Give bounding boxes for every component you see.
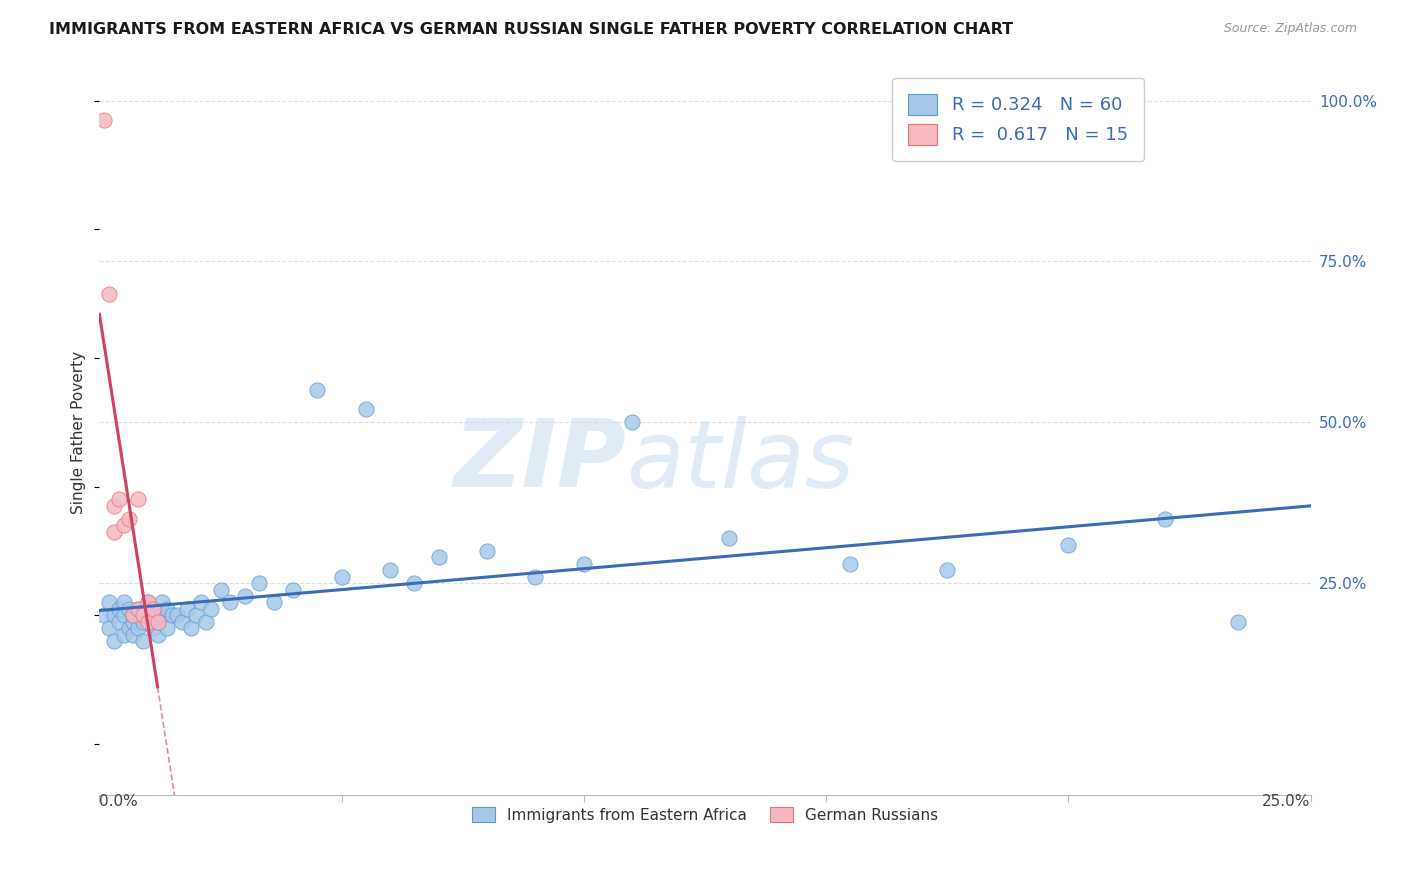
Point xyxy=(132,615,155,629)
Point xyxy=(98,286,121,301)
Point xyxy=(122,608,145,623)
Point xyxy=(136,595,159,609)
Point xyxy=(122,615,145,629)
Point xyxy=(156,621,179,635)
Point xyxy=(112,627,135,641)
Point xyxy=(152,608,174,623)
Point xyxy=(112,518,135,533)
Point xyxy=(146,627,169,641)
Point xyxy=(378,563,401,577)
Point xyxy=(127,621,149,635)
Point xyxy=(142,621,165,635)
Point xyxy=(117,602,139,616)
Point xyxy=(186,608,208,623)
Point xyxy=(524,570,547,584)
Point xyxy=(136,595,159,609)
Point xyxy=(152,595,174,609)
Point xyxy=(475,544,498,558)
Point xyxy=(132,634,155,648)
Text: 0.0%: 0.0% xyxy=(100,794,138,809)
Point xyxy=(233,589,256,603)
Point xyxy=(1154,512,1177,526)
Text: IMMIGRANTS FROM EASTERN AFRICA VS GERMAN RUSSIAN SINGLE FATHER POVERTY CORRELATI: IMMIGRANTS FROM EASTERN AFRICA VS GERMAN… xyxy=(49,22,1014,37)
Point xyxy=(166,608,188,623)
Point xyxy=(127,492,149,507)
Point xyxy=(136,608,159,623)
Point xyxy=(108,615,131,629)
Point xyxy=(103,524,125,539)
Point xyxy=(572,557,595,571)
Point xyxy=(108,492,131,507)
Text: Source: ZipAtlas.com: Source: ZipAtlas.com xyxy=(1223,22,1357,36)
Point xyxy=(98,595,121,609)
Point xyxy=(98,621,121,635)
Point xyxy=(112,595,135,609)
Point xyxy=(93,608,115,623)
Point xyxy=(93,113,115,128)
Point xyxy=(247,576,270,591)
Point xyxy=(117,621,139,635)
Point xyxy=(117,512,139,526)
Text: ZIP: ZIP xyxy=(453,415,626,507)
Point xyxy=(142,602,165,616)
Y-axis label: Single Father Poverty: Single Father Poverty xyxy=(72,351,86,514)
Point xyxy=(160,608,183,623)
Point xyxy=(1057,537,1080,551)
Point xyxy=(103,499,125,513)
Point xyxy=(146,615,169,629)
Point xyxy=(103,634,125,648)
Point xyxy=(136,615,159,629)
Point xyxy=(103,608,125,623)
Point xyxy=(263,595,285,609)
Point xyxy=(176,602,198,616)
Point xyxy=(170,615,193,629)
Point xyxy=(200,602,222,616)
Point xyxy=(108,602,131,616)
Point xyxy=(330,570,353,584)
Point xyxy=(209,582,232,597)
Point xyxy=(839,557,862,571)
Text: atlas: atlas xyxy=(626,416,855,507)
Point xyxy=(307,383,329,397)
Point xyxy=(122,608,145,623)
Point xyxy=(195,615,218,629)
Point xyxy=(354,402,377,417)
Text: 25.0%: 25.0% xyxy=(1263,794,1310,809)
Point xyxy=(127,602,149,616)
Point xyxy=(132,608,155,623)
Point xyxy=(142,602,165,616)
Point xyxy=(190,595,212,609)
Point xyxy=(621,415,644,429)
Point xyxy=(283,582,305,597)
Point xyxy=(112,608,135,623)
Point xyxy=(404,576,426,591)
Point xyxy=(718,531,741,545)
Point xyxy=(1226,615,1249,629)
Point xyxy=(427,550,450,565)
Point xyxy=(219,595,242,609)
Point xyxy=(156,602,179,616)
Point xyxy=(180,621,202,635)
Point xyxy=(146,615,169,629)
Legend: Immigrants from Eastern Africa, German Russians: Immigrants from Eastern Africa, German R… xyxy=(460,795,950,835)
Point xyxy=(122,627,145,641)
Point xyxy=(127,602,149,616)
Point xyxy=(936,563,959,577)
